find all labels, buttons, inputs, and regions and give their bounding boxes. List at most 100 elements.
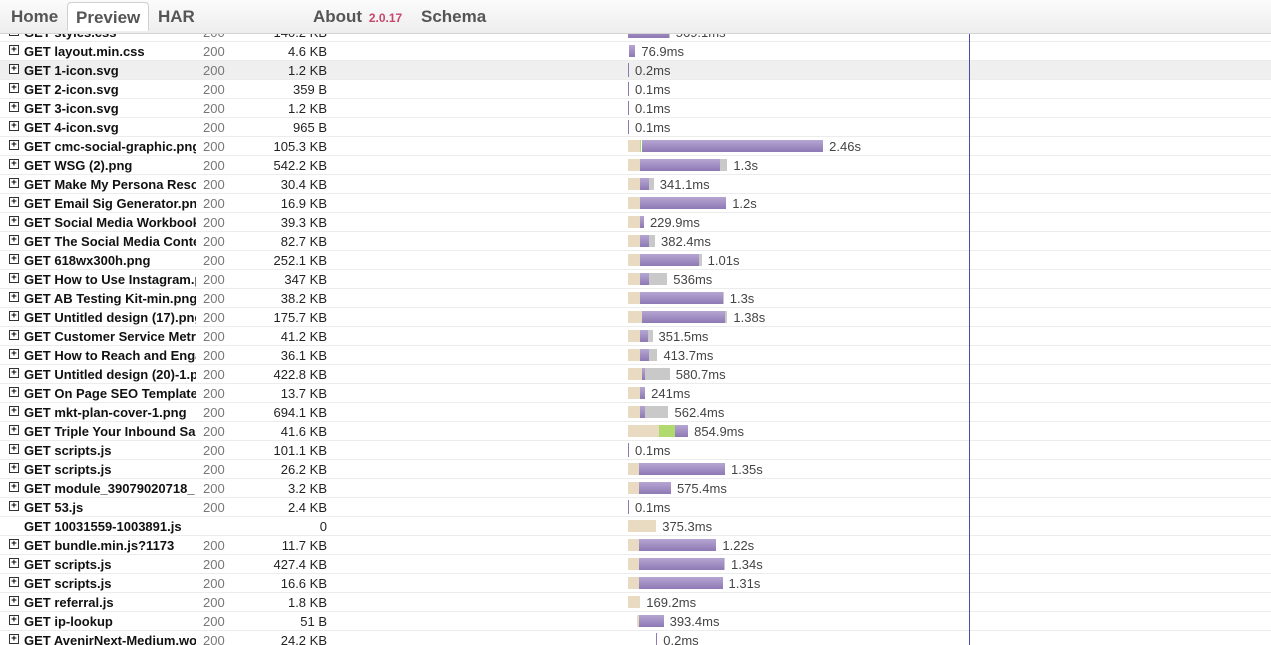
table-row[interactable]: + GET 4-icon.svg 200 965 B 0.1ms xyxy=(0,118,1271,137)
timing-bar[interactable]: 0.1ms xyxy=(628,80,1268,99)
table-row[interactable]: + GET Social Media Workbook.png 200 39.3 KB… xyxy=(0,213,1271,232)
table-row[interactable]: + GET AvenirNext-Medium.woff 200 24.2 KB 0.2… xyxy=(0,631,1271,645)
table-row[interactable]: + GET scripts.js 200 427.4 KB 1.34s xyxy=(0,555,1271,574)
expand-icon[interactable]: + xyxy=(9,254,19,264)
expand-icon[interactable]: + xyxy=(9,140,19,150)
request-url[interactable]: GET Untitled design (17).png xyxy=(24,310,196,325)
table-row[interactable]: + GET bundle.min.js?1173 200 11.7 KB 1.22s xyxy=(0,536,1271,555)
request-url[interactable]: GET bundle.min.js?1173 xyxy=(24,538,175,553)
expand-icon[interactable]: + xyxy=(9,102,19,112)
request-url[interactable]: GET 53.js xyxy=(24,500,84,515)
expand-icon[interactable]: + xyxy=(9,273,19,283)
expand-icon[interactable]: + xyxy=(9,368,19,378)
timing-bar[interactable]: 351.5ms xyxy=(628,327,1268,346)
timing-bar[interactable]: 375.3ms xyxy=(628,517,1268,536)
tab-preview[interactable]: Preview xyxy=(67,2,150,31)
timing-bar[interactable]: 413.7ms xyxy=(628,346,1268,365)
expand-icon[interactable]: + xyxy=(9,159,19,169)
expand-icon[interactable]: + xyxy=(9,615,19,625)
expand-icon[interactable]: + xyxy=(9,235,19,245)
timing-bar[interactable]: 2.46s xyxy=(628,137,1268,156)
request-url[interactable]: GET Untitled design (20)-1.png xyxy=(24,367,196,382)
request-url[interactable]: GET Make My Persona Resource.png xyxy=(24,177,196,192)
expand-icon[interactable]: + xyxy=(9,64,19,74)
request-url[interactable]: GET cmc-social-graphic.png xyxy=(24,139,196,154)
table-row[interactable]: + GET The Social Media Content Calendar.p… xyxy=(0,232,1271,251)
request-url[interactable]: GET scripts.js xyxy=(24,462,112,477)
table-row[interactable]: + GET scripts.js 200 26.2 KB 1.35s xyxy=(0,460,1271,479)
table-row[interactable]: + GET 3-icon.svg 200 1.2 KB 0.1ms xyxy=(0,99,1271,118)
timing-bar[interactable]: 393.4ms xyxy=(628,612,1268,631)
table-row[interactable]: GET 10031559-1003891.js 0 375.3ms xyxy=(0,517,1271,536)
timing-bar[interactable]: 1.35s xyxy=(628,460,1268,479)
timing-bar[interactable]: 241ms xyxy=(628,384,1268,403)
request-url[interactable]: GET 1-icon.svg xyxy=(24,63,119,78)
expand-icon[interactable]: + xyxy=(9,444,19,454)
timing-bar[interactable]: 1.3s xyxy=(628,156,1268,175)
request-url[interactable]: GET Customer Service Metrics.png xyxy=(24,329,196,344)
request-url[interactable]: GET referral.js xyxy=(24,595,114,610)
expand-icon[interactable]: + xyxy=(9,387,19,397)
expand-icon[interactable]: + xyxy=(9,349,19,359)
expand-icon[interactable]: + xyxy=(9,45,19,55)
expand-icon[interactable]: + xyxy=(9,558,19,568)
request-url[interactable]: GET scripts.js xyxy=(24,443,112,458)
timing-bar[interactable]: 562.4ms xyxy=(628,403,1268,422)
request-url[interactable]: GET mkt-plan-cover-1.png xyxy=(24,405,187,420)
timing-bar[interactable]: 169.2ms xyxy=(628,593,1268,612)
request-url[interactable]: GET The Social Media Content Calendar.pn… xyxy=(24,234,196,249)
expand-icon[interactable]: + xyxy=(9,216,19,226)
timing-bar[interactable]: 0.1ms xyxy=(628,99,1268,118)
table-row[interactable]: + GET How to Use Instagram.png 200 347 KB 53… xyxy=(0,270,1271,289)
table-row[interactable]: + GET On Page SEO Template.png 200 13.7 KB 2… xyxy=(0,384,1271,403)
request-url[interactable]: GET 2-icon.svg xyxy=(24,82,119,97)
request-url[interactable]: GET Social Media Workbook.png xyxy=(24,215,196,230)
expand-icon[interactable]: + xyxy=(9,121,19,131)
timing-bar[interactable]: 1.34s xyxy=(628,555,1268,574)
table-row[interactable]: + GET 618wx300h.png 200 252.1 KB 1.01s xyxy=(0,251,1271,270)
table-row[interactable]: + GET Email Sig Generator.png 200 16.9 KB 1.… xyxy=(0,194,1271,213)
table-row[interactable]: + GET AB Testing Kit-min.png 200 38.2 KB 1.3… xyxy=(0,289,1271,308)
table-row[interactable]: + GET layout.min.css 200 4.6 KB 76.9ms xyxy=(0,42,1271,61)
timing-bar[interactable]: 0.1ms xyxy=(628,118,1268,137)
tab-home[interactable]: Home xyxy=(11,7,59,26)
timing-bar[interactable]: 1.22s xyxy=(628,536,1268,555)
table-row[interactable]: + GET Untitled design (17).png 200 175.7 KB… xyxy=(0,308,1271,327)
timing-bar[interactable]: 341.1ms xyxy=(628,175,1268,194)
table-row[interactable]: + GET cmc-social-graphic.png 200 105.3 KB 2.… xyxy=(0,137,1271,156)
timing-bar[interactable]: 76.9ms xyxy=(628,42,1268,61)
expand-icon[interactable]: + xyxy=(9,577,19,587)
timing-bar[interactable]: 0.1ms xyxy=(628,498,1268,517)
table-row[interactable]: + GET How to Reach and Engage.png 200 36.1 … xyxy=(0,346,1271,365)
expand-icon[interactable]: + xyxy=(9,596,19,606)
timing-bar[interactable]: 536ms xyxy=(628,270,1268,289)
timing-bar[interactable]: 382.4ms xyxy=(628,232,1268,251)
table-row[interactable]: + GET WSG (2).png 200 542.2 KB 1.3s xyxy=(0,156,1271,175)
request-url[interactable]: GET module_39079020718_ xyxy=(24,481,195,496)
timing-bar[interactable]: 854.9ms xyxy=(628,422,1268,441)
table-row[interactable]: + GET Triple Your Inbound Sales.png 200 41.… xyxy=(0,422,1271,441)
request-url[interactable]: GET How to Use Instagram.png xyxy=(24,272,196,287)
timing-bar[interactable]: 0.1ms xyxy=(628,441,1268,460)
expand-icon[interactable]: + xyxy=(9,197,19,207)
expand-icon[interactable]: + xyxy=(9,425,19,435)
table-row[interactable]: + GET scripts.js 200 16.6 KB 1.31s xyxy=(0,574,1271,593)
request-url[interactable]: GET ip-lookup xyxy=(24,614,113,629)
table-row[interactable]: + GET 53.js 200 2.4 KB 0.1ms xyxy=(0,498,1271,517)
request-url[interactable]: GET AvenirNext-Medium.woff xyxy=(24,633,196,645)
request-url[interactable]: GET layout.min.css xyxy=(24,44,145,59)
request-url[interactable]: GET 4-icon.svg xyxy=(24,120,119,135)
timing-bar[interactable]: 229.9ms xyxy=(628,213,1268,232)
table-row[interactable]: + GET module_39079020718_ 200 3.2 KB 575.4ms xyxy=(0,479,1271,498)
request-url[interactable]: GET How to Reach and Engage.png xyxy=(24,348,196,363)
timing-bar[interactable]: 1.31s xyxy=(628,574,1268,593)
request-url[interactable]: GET AB Testing Kit-min.png xyxy=(24,291,196,306)
tab-har[interactable]: HAR xyxy=(158,7,195,26)
table-row[interactable]: + GET Make My Persona Resource.png 200 30.4… xyxy=(0,175,1271,194)
expand-icon[interactable]: + xyxy=(9,406,19,416)
expand-icon[interactable]: + xyxy=(9,501,19,511)
expand-icon[interactable]: + xyxy=(9,482,19,492)
request-url[interactable]: GET 3-icon.svg xyxy=(24,101,119,116)
request-url[interactable]: GET scripts.js xyxy=(24,576,112,591)
request-url[interactable]: GET On Page SEO Template.png xyxy=(24,386,196,401)
